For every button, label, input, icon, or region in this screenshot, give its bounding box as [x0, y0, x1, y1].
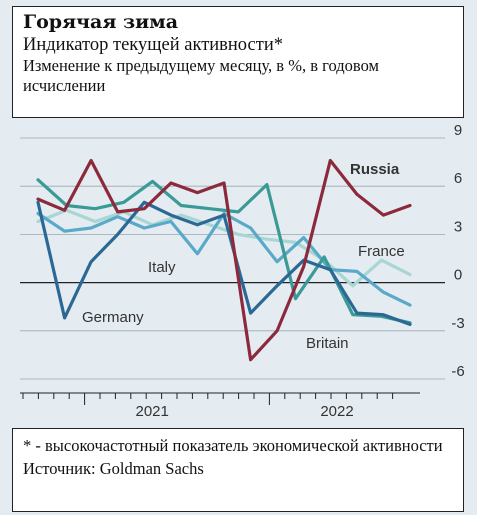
y-tick-label: 0 — [454, 267, 462, 284]
chart-header: Горячая зима Индикатор текущей активност… — [12, 6, 464, 118]
series-label-britain: Britain — [306, 335, 349, 352]
y-tick-label: 9 — [454, 122, 462, 139]
chart-footer: * - высокочастотный показатель экономиче… — [12, 428, 464, 512]
source-note: Источник: Goldman Sachs — [23, 459, 204, 478]
series-line-italy — [36, 211, 412, 307]
series-line-france — [36, 208, 412, 288]
y-tick-label: 6 — [454, 170, 462, 187]
series-label-italy: Italy — [148, 259, 176, 276]
series-label-russia: Russia — [350, 161, 400, 178]
chart-y-tick-labels: 9 6 3 0 -3 -6 — [451, 122, 464, 380]
series-line-germany — [36, 200, 412, 326]
chart-note: Изменение к предыдущему месяцу, в %, в г… — [23, 56, 379, 95]
x-tick-label: 2022 — [320, 403, 353, 420]
chart-x-tick-labels: 2021 2022 — [136, 403, 354, 420]
chart-subtitle: Индикатор текущей активности* — [23, 35, 283, 55]
y-tick-label: 3 — [454, 218, 462, 235]
series-line-russia — [36, 158, 412, 362]
footnote: * - высокочастотный показатель экономиче… — [23, 436, 443, 455]
series-line-britain — [36, 178, 412, 325]
series-label-germany: Germany — [82, 309, 144, 326]
y-tick-label: -6 — [451, 363, 464, 380]
chart-x-axis — [20, 392, 420, 405]
chart-series-labels: Russia Germany Britain Italy France — [82, 161, 405, 352]
chart-title: Горячая зима — [23, 11, 179, 33]
series-label-france: France — [358, 243, 405, 260]
x-tick-label: 2021 — [136, 403, 169, 420]
chart-series-lines — [36, 158, 412, 362]
y-tick-label: -3 — [451, 315, 464, 332]
